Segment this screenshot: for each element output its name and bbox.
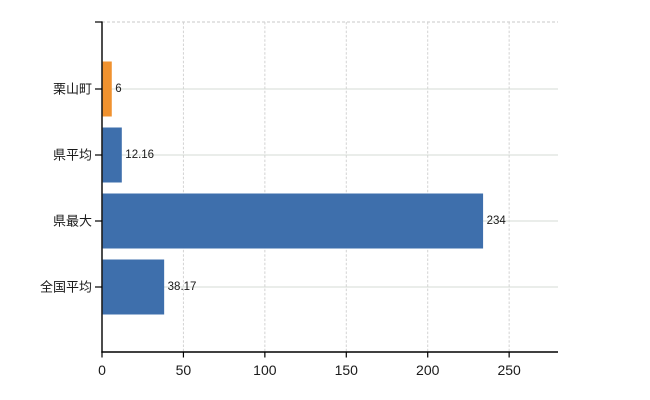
bar-value-label: 234 — [487, 215, 507, 227]
x-axis-tick-label: 100 — [253, 362, 277, 378]
x-axis-tick-label: 200 — [416, 362, 440, 378]
y-axis-label: 県最大 — [53, 214, 92, 229]
bar — [102, 259, 165, 315]
bar-value-label: 6 — [115, 83, 121, 95]
x-axis-tick-label: 250 — [497, 362, 521, 378]
bar — [102, 61, 112, 117]
bar — [102, 193, 484, 249]
bar-value-label: 38.17 — [168, 281, 197, 293]
y-axis-label: 県平均 — [53, 148, 92, 163]
bar — [102, 127, 122, 183]
x-axis-tick-label: 150 — [335, 362, 359, 378]
y-axis-label: 全国平均 — [40, 280, 92, 295]
bar-value-label: 12.16 — [125, 149, 154, 161]
x-axis-tick-label: 50 — [176, 362, 192, 378]
y-axis-label: 栗山町 — [53, 82, 92, 97]
x-axis-tick-label: 0 — [98, 362, 106, 378]
